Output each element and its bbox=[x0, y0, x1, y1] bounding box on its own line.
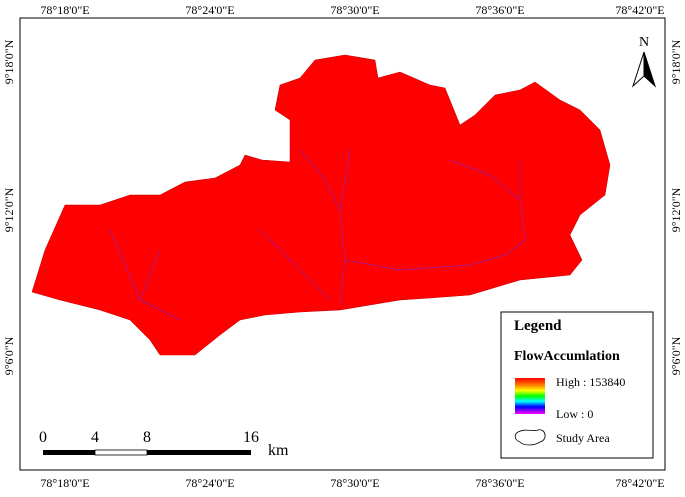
top-label: 78°36'0"E bbox=[475, 3, 524, 17]
top-label: 78°42'0"E bbox=[615, 3, 664, 17]
north-arrow: N bbox=[631, 35, 657, 88]
bottom-label: 78°30'0"E bbox=[330, 476, 379, 490]
legend-study-area: Study Area bbox=[556, 431, 610, 445]
legend: Legend FlowAccumlation High : 153840 Low… bbox=[500, 311, 654, 459]
right-label: 9°18'0"N bbox=[669, 39, 683, 84]
right-label: 9°12'0"N bbox=[669, 187, 683, 232]
scale-label: 8 bbox=[143, 429, 151, 446]
scale-bar: km 0 4 8 16 bbox=[39, 429, 289, 459]
legend-high: High : 153840 bbox=[556, 375, 625, 389]
bottom-label: 78°42'0"E bbox=[615, 476, 664, 490]
scale-label: 16 bbox=[243, 429, 259, 446]
legend-study-icon bbox=[514, 429, 546, 446]
scale-label: 0 bbox=[39, 429, 47, 446]
legend-title: Legend bbox=[514, 318, 562, 334]
top-labels: 78°18'0"E 78°24'0"E 78°30'0"E 78°36'0"E 78°4… bbox=[40, 3, 664, 17]
scale-label: 4 bbox=[91, 429, 99, 446]
study-area bbox=[31, 54, 611, 356]
left-label: 9°18'0"N bbox=[2, 39, 16, 84]
north-label: N bbox=[639, 35, 649, 50]
bottom-labels: 78°18'0"E 78°24'0"E 78°30'0"E 78°36'0"E 78°4… bbox=[40, 476, 664, 490]
streams bbox=[109, 149, 526, 321]
top-label: 78°30'0"E bbox=[330, 3, 379, 17]
left-labels: 9°18'0"N 9°12'0"N 9°6'0"N bbox=[2, 39, 16, 375]
right-labels: 9°18'0"N 9°12'0"N 9°6'0"N bbox=[669, 39, 683, 375]
right-label: 9°6'0"N bbox=[669, 336, 683, 375]
top-label: 78°24'0"E bbox=[185, 3, 234, 17]
bottom-label: 78°36'0"E bbox=[475, 476, 524, 490]
legend-low: Low : 0 bbox=[556, 407, 593, 421]
bottom-label: 78°24'0"E bbox=[185, 476, 234, 490]
bottom-label: 78°18'0"E bbox=[40, 476, 89, 490]
top-label: 78°18'0"E bbox=[40, 3, 89, 17]
left-label: 9°6'0"N bbox=[2, 336, 16, 375]
legend-layer: FlowAccumlation bbox=[514, 349, 620, 364]
left-label: 9°12'0"N bbox=[2, 187, 16, 232]
legend-ramp bbox=[515, 378, 545, 414]
scale-unit: km bbox=[268, 442, 289, 459]
